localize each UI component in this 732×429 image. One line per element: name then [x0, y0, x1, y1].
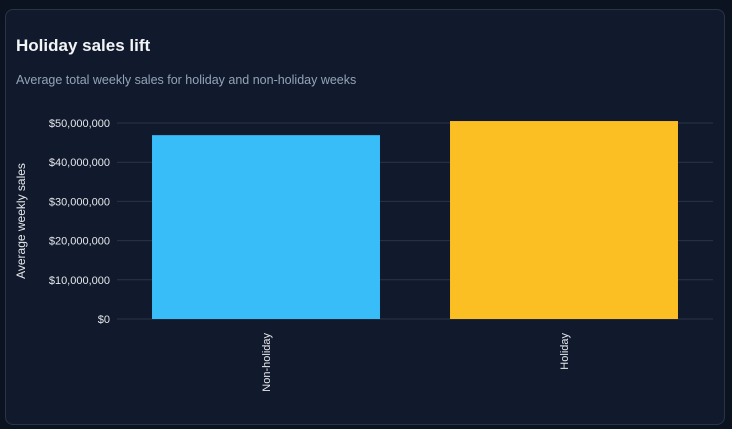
y-axis-ticks: $0 $10,000,000 $20,000,000 $30,000,000 $40,0… — [49, 118, 110, 326]
y-axis-label: Average weekly sales — [14, 163, 28, 279]
chart-card: Holiday sales lift Average total weekly … — [5, 9, 725, 425]
y-tick-label: $20,000,000 — [49, 236, 110, 248]
bar-non-holiday[interactable] — [152, 135, 380, 319]
y-tick-label: $50,000,000 — [49, 118, 110, 130]
x-axis-ticks: Non-holiday Holiday — [261, 333, 571, 392]
x-tick-label: Holiday — [559, 333, 571, 370]
bars — [152, 121, 678, 319]
chart-subtitle: Average total weekly sales for holiday a… — [16, 73, 357, 87]
y-tick-label: $40,000,000 — [49, 157, 110, 169]
chart-title: Holiday sales lift — [16, 36, 151, 55]
bar-holiday[interactable] — [450, 121, 678, 319]
y-tick-label: $0 — [98, 314, 110, 326]
x-tick-label: Non-holiday — [261, 333, 273, 392]
y-tick-label: $10,000,000 — [49, 275, 110, 287]
y-tick-label: $30,000,000 — [49, 196, 110, 208]
bar-chart: $0 $10,000,000 $20,000,000 $30,000,000 $40,0… — [14, 118, 713, 392]
